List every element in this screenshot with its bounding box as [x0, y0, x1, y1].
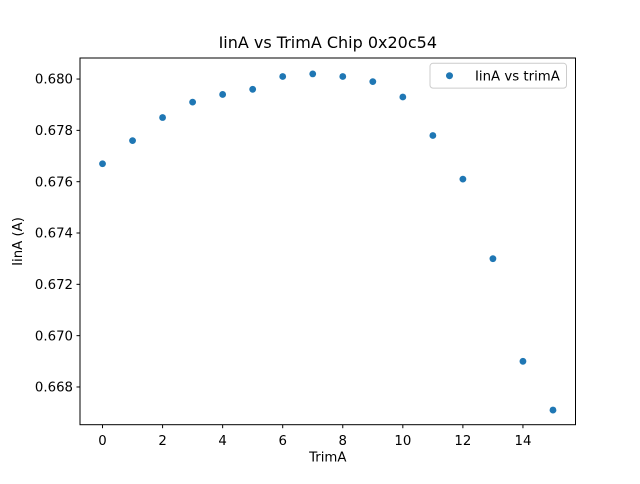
data-point — [399, 93, 407, 101]
legend-marker-icon — [446, 72, 453, 80]
x-tick-label: 14 — [514, 434, 531, 449]
data-point — [369, 78, 377, 86]
y-axis-label: IinA (A) — [11, 217, 26, 266]
plot-area: 0 2 4 6 8 10 12 14 0.668 0.670 0.672 0.674 0.676 0.67… — [35, 57, 576, 449]
y-tick-label: 0.678 — [35, 124, 73, 139]
y-tick-label: 0.680 — [35, 73, 73, 88]
x-tick-label: 8 — [339, 434, 347, 449]
data-point — [339, 73, 347, 80]
legend: IinA vs trimA — [429, 62, 567, 89]
data-point — [159, 114, 166, 121]
data-point — [279, 73, 287, 80]
plot-spines — [79, 57, 576, 426]
x-tick-label: 12 — [454, 434, 471, 449]
x-tick-label: 4 — [218, 434, 226, 449]
x-tick-label: 2 — [158, 434, 166, 449]
data-point — [429, 132, 437, 139]
y-tick-label: 0.676 — [35, 175, 73, 190]
data-point — [189, 98, 197, 106]
data-point — [249, 85, 257, 93]
y-tick-label: 0.672 — [35, 278, 73, 293]
y-tick-label: 0.670 — [35, 329, 73, 344]
data-point — [459, 175, 467, 183]
chart-title: IinA vs TrimA Chip 0x20c54 — [219, 33, 437, 52]
data-point — [309, 70, 317, 78]
data-point — [99, 160, 106, 168]
data-point — [129, 137, 136, 145]
x-tick-label: 10 — [394, 434, 411, 449]
data-point — [519, 357, 527, 365]
x-axis-label: TrimA — [308, 451, 346, 466]
legend-frame — [429, 62, 567, 89]
data-point — [549, 406, 557, 414]
legend-label: IinA vs trimA — [475, 69, 560, 84]
x-tick-label: 0 — [98, 434, 106, 449]
data-point — [489, 255, 497, 263]
y-tick-label: 0.674 — [35, 227, 73, 242]
y-tick-label: 0.668 — [35, 381, 73, 396]
x-tick-label: 6 — [278, 434, 286, 449]
data-point — [219, 91, 227, 98]
